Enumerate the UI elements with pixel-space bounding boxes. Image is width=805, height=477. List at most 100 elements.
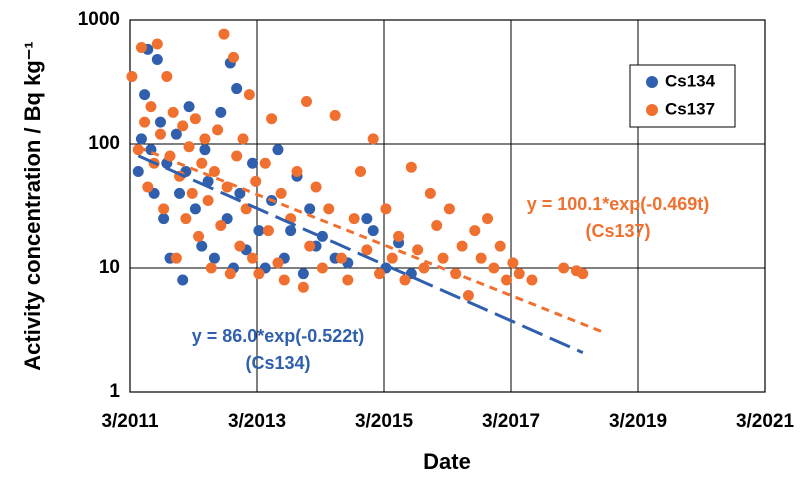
point (342, 274, 354, 286)
point (291, 166, 303, 178)
point (253, 225, 265, 237)
point (275, 187, 287, 199)
point (386, 252, 398, 264)
point (367, 133, 379, 145)
point (177, 120, 189, 132)
point (316, 262, 328, 274)
point (399, 274, 411, 286)
point (418, 262, 430, 274)
point (323, 203, 335, 215)
point (501, 274, 513, 286)
point (424, 187, 436, 199)
point (374, 268, 386, 280)
point (405, 161, 417, 173)
point (247, 252, 259, 264)
point (231, 83, 243, 95)
legend-marker (646, 76, 658, 88)
point (199, 133, 211, 145)
point (513, 268, 525, 280)
point (145, 101, 157, 113)
point (482, 213, 494, 225)
point (139, 89, 151, 101)
point (412, 244, 424, 256)
point (272, 144, 284, 156)
point (361, 244, 373, 256)
point (437, 252, 449, 264)
point (193, 230, 205, 242)
point (462, 290, 474, 302)
point (161, 71, 173, 83)
point (272, 257, 284, 269)
point (278, 274, 290, 286)
point (259, 157, 271, 169)
point (212, 124, 224, 136)
point (507, 257, 519, 269)
point (348, 213, 360, 225)
y-tick-label: 1 (109, 381, 120, 402)
point (335, 252, 347, 264)
point (174, 187, 186, 199)
point (488, 262, 500, 274)
point (151, 38, 163, 50)
point (132, 166, 144, 178)
point (297, 281, 309, 293)
point (456, 240, 468, 252)
point (237, 133, 249, 145)
x-tick-label: 3/2021 (736, 411, 795, 432)
point (139, 116, 151, 128)
point (208, 252, 220, 264)
point (189, 203, 201, 215)
fit-annotation: y = 100.1*exp(-0.469t) (527, 194, 710, 214)
point (266, 113, 278, 125)
point (135, 133, 147, 145)
point (208, 166, 220, 178)
point (196, 240, 208, 252)
point (304, 203, 316, 215)
fit-annotation: (Cs134) (245, 353, 310, 373)
point (469, 225, 481, 237)
point (243, 89, 255, 101)
point (526, 274, 538, 286)
legend-box (629, 64, 736, 128)
point (186, 187, 198, 199)
point (142, 181, 154, 193)
y-tick-label: 100 (88, 133, 120, 154)
y-axis-label: Activity concentration / Bq kg⁻¹ (20, 41, 45, 370)
point (170, 252, 182, 264)
x-tick-label: 3/2011 (101, 411, 158, 432)
point (202, 195, 214, 207)
fit-line (137, 154, 584, 354)
point (218, 28, 230, 40)
point (494, 240, 506, 252)
point (158, 203, 170, 215)
point (158, 213, 170, 225)
point (475, 252, 487, 264)
point (154, 128, 166, 140)
point (253, 268, 265, 280)
point (205, 262, 217, 274)
point (170, 128, 182, 140)
point (393, 230, 405, 242)
point (329, 109, 341, 121)
point (180, 213, 192, 225)
point (215, 220, 227, 232)
point (154, 116, 166, 128)
x-tick-label: 3/2017 (482, 411, 540, 432)
point (183, 101, 195, 113)
point (196, 157, 208, 169)
point (285, 225, 297, 237)
legend-label: Cs134 (665, 71, 716, 90)
point (367, 225, 379, 237)
point (250, 175, 262, 187)
fit-annotation: (Cs137) (585, 221, 650, 241)
y-tick-label: 10 (99, 257, 120, 278)
point (262, 225, 274, 237)
point (361, 213, 373, 225)
point (355, 166, 367, 178)
point (247, 157, 259, 169)
point (151, 54, 163, 66)
point (189, 113, 201, 125)
point (380, 203, 392, 215)
point (443, 203, 455, 215)
